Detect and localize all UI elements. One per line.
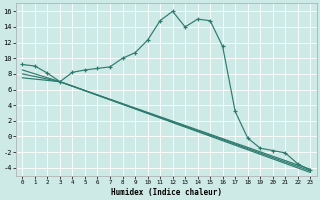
X-axis label: Humidex (Indice chaleur): Humidex (Indice chaleur) [111, 188, 222, 197]
